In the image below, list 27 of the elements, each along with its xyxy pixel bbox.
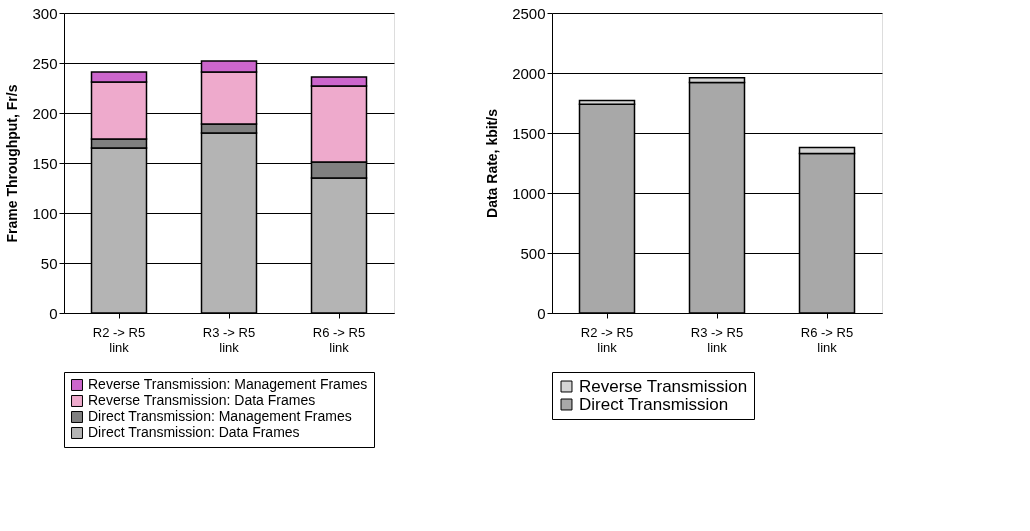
y-tick-label: 2500 — [512, 4, 546, 22]
y-tick-label: 250 — [32, 54, 58, 72]
x-tick-label: R6 -> R5 link — [800, 324, 854, 355]
y-tick-label: 0 — [49, 304, 58, 322]
y-tick-label: 1500 — [512, 124, 546, 142]
legend-label: Direct Transmission: Data Frames — [88, 424, 300, 440]
x-tick-label: R2 -> R5 link — [580, 324, 634, 355]
x-tick-label: R3 -> R5 link — [690, 324, 744, 355]
y-axis-title: Frame Throughput, Fr/s — [4, 84, 21, 243]
legend-label: Direct Transmission — [579, 394, 729, 414]
y-tick-label: 50 — [40, 254, 58, 272]
y-tick-label: 1000 — [512, 184, 546, 202]
y-tick-label: 500 — [520, 244, 546, 262]
y-tick-label: 100 — [32, 204, 58, 222]
x-tick-label: R3 -> R5 link — [202, 324, 256, 355]
y-tick-label: 2000 — [512, 64, 546, 82]
legend-label: Reverse Transmission: Management Frames — [88, 376, 368, 392]
legend-label: Reverse Transmission: Data Frames — [88, 392, 316, 408]
y-tick-label: 150 — [32, 154, 58, 172]
y-axis-title: Data Rate, kbit/s — [484, 108, 501, 218]
legend-label: Reverse Transmission — [579, 376, 748, 396]
legend-label: Direct Transmission: Management Frames — [88, 408, 352, 424]
y-tick-label: 200 — [32, 104, 58, 122]
x-tick-label: R2 -> R5 link — [92, 324, 146, 355]
y-tick-label: 0 — [537, 304, 546, 322]
y-tick-label: 300 — [32, 4, 58, 22]
x-tick-label: R6 -> R5 link — [312, 324, 366, 355]
